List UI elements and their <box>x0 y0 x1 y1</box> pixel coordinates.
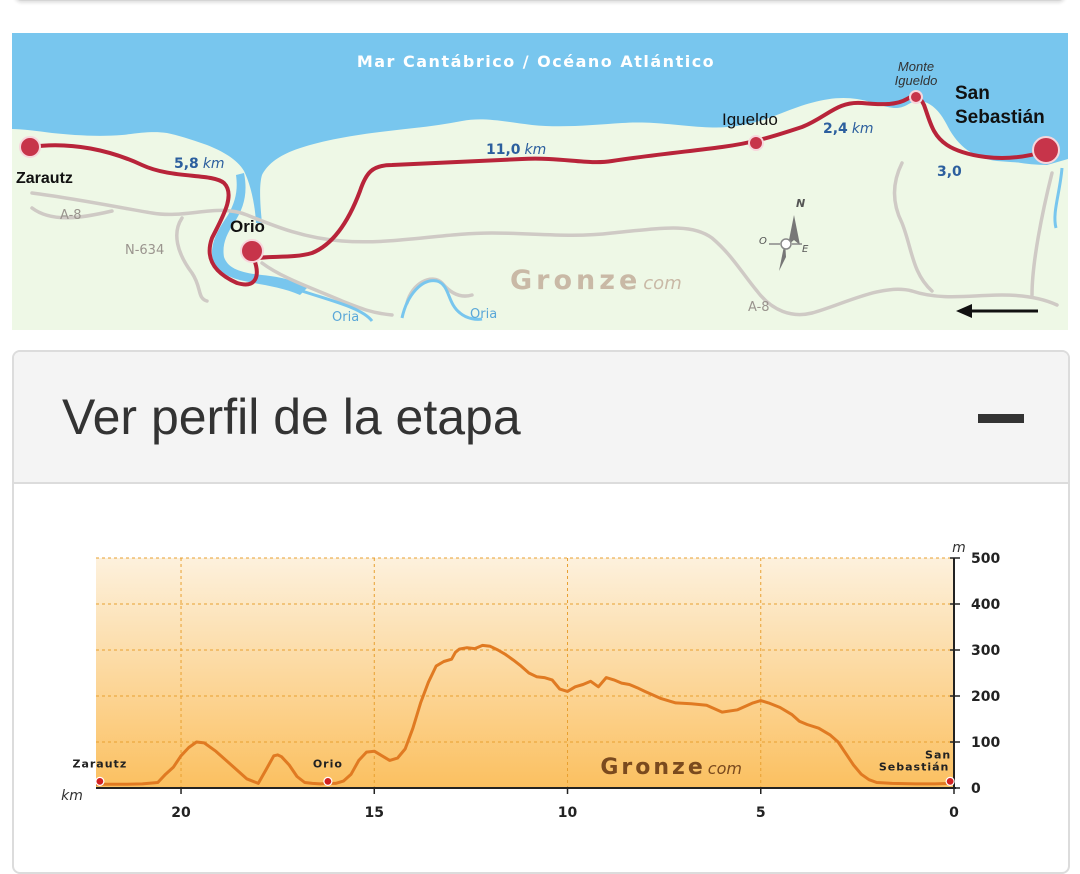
road-label-a8-west: A-8 <box>60 208 82 223</box>
distance-value: 11,0 <box>486 142 521 158</box>
y-tick-label: 100 <box>971 735 1000 751</box>
distance-unit: km <box>525 142 547 158</box>
gronze-watermark: Gronze com <box>510 265 682 296</box>
marker-san-sebastian[interactable] <box>1032 136 1060 164</box>
waypoint-label: San <box>925 748 951 761</box>
watermark-brand: Gronze <box>510 265 641 296</box>
road-label-n634: N-634 <box>125 243 164 258</box>
marker-monte-igueldo[interactable] <box>909 90 923 104</box>
town-label-igueldo: Igueldo <box>722 110 778 129</box>
distance-label: 5,8 km <box>174 156 225 172</box>
river-label-oria-2: Oria <box>470 307 497 322</box>
panel-header[interactable]: Ver perfil de la etapa <box>14 352 1068 484</box>
distance-label: 11,0 km <box>486 142 546 158</box>
river-estuary <box>212 173 307 295</box>
x-tick-label: 20 <box>171 805 191 821</box>
town-label-san-sebastian-2: Sebastián <box>955 107 1045 128</box>
town-label-orio: Orio <box>230 217 265 236</box>
stage-profile-panel: Ver perfil de la etapa 0 100 200 300 400 500 2… <box>12 350 1070 874</box>
y-tick-label: 200 <box>971 689 1000 705</box>
distance-value: 5,8 <box>174 156 199 172</box>
distance-unit: km <box>203 156 225 172</box>
road-label-a8-east: A-8 <box>748 300 770 315</box>
panel-title: Ver perfil de la etapa <box>62 389 521 445</box>
waypoint-label: Orio <box>313 757 343 770</box>
route-map: Mar Cantábrico / Océano Atlántico Zaraut… <box>12 33 1068 330</box>
town-label-monte-igueldo-1: Monte <box>898 59 934 74</box>
grid <box>96 557 954 788</box>
sea-label: Mar Cantábrico / Océano Atlántico <box>357 52 715 71</box>
watermark-suffix: com <box>643 273 681 294</box>
x-tick-label: 10 <box>558 805 578 821</box>
waypoint-marker[interactable] <box>323 776 333 786</box>
x-tick-label: 5 <box>756 805 766 821</box>
route-line <box>28 94 1048 287</box>
distance-value: 2,4 <box>823 121 848 137</box>
chart-watermark-suffix: com <box>708 759 742 778</box>
river-east <box>1053 167 1064 229</box>
waypoint-marker[interactable] <box>95 776 105 786</box>
marker-igueldo[interactable] <box>748 135 764 151</box>
y-tick-label: 300 <box>971 643 1000 659</box>
waypoint-label: Sebastián <box>879 760 950 773</box>
river-label-oria-1: Oria <box>332 310 359 325</box>
compass-east: E <box>802 244 809 255</box>
compass-west: O <box>759 236 767 247</box>
town-label-zarautz: Zarautz <box>16 170 73 187</box>
axes: 0 100 200 300 400 500 20 15 10 5 0 m km <box>61 540 1000 821</box>
chart-watermark: Gronze com <box>600 755 742 780</box>
x-tick-label: 15 <box>365 805 384 821</box>
road-labels: A-8 N-634 A-8 <box>60 208 770 315</box>
marker-orio[interactable] <box>240 239 264 263</box>
distance-unit: km <box>852 121 874 137</box>
river-labels: Oria Oria <box>332 307 497 325</box>
town-label-monte-igueldo-2: Igueldo <box>895 73 938 88</box>
distance-label: 3,0 <box>937 164 962 180</box>
river-oria-inland <box>301 279 483 323</box>
compass-north: N <box>796 197 805 210</box>
direction-arrow-icon <box>956 304 1038 318</box>
waypoint-label: Zarautz <box>72 757 127 770</box>
sea <box>12 33 1068 223</box>
collapse-button[interactable] <box>974 404 1028 432</box>
y-axis-unit: m <box>952 540 966 556</box>
x-axis-unit: km <box>61 788 83 804</box>
y-tick-label: 0 <box>971 781 981 797</box>
distance-value: 3,0 <box>937 164 962 180</box>
y-tick-label: 500 <box>971 551 1000 567</box>
elevation-series-line <box>96 643 954 786</box>
compass-rose-icon: N O E <box>759 197 809 271</box>
y-tick-label: 400 <box>971 597 1000 613</box>
marker-zarautz[interactable] <box>19 136 41 158</box>
route-markers <box>19 90 1060 263</box>
plot-background <box>96 558 954 788</box>
waypoint-marker[interactable] <box>945 776 955 786</box>
distance-label: 2,4 km <box>823 121 874 137</box>
chart-watermark-brand: Gronze <box>600 755 705 780</box>
x-tick-label: 0 <box>949 805 959 821</box>
minus-icon <box>978 414 1024 423</box>
distance-labels: 5,8 km 11,0 km 2,4 km 3,0 <box>174 121 962 180</box>
elevation-profile-chart: 0 100 200 300 400 500 20 15 10 5 0 m km Zarautz Orio S… <box>61 540 1000 821</box>
previous-card-edge <box>14 0 1066 1</box>
town-label-san-sebastian-1: San <box>955 83 990 104</box>
